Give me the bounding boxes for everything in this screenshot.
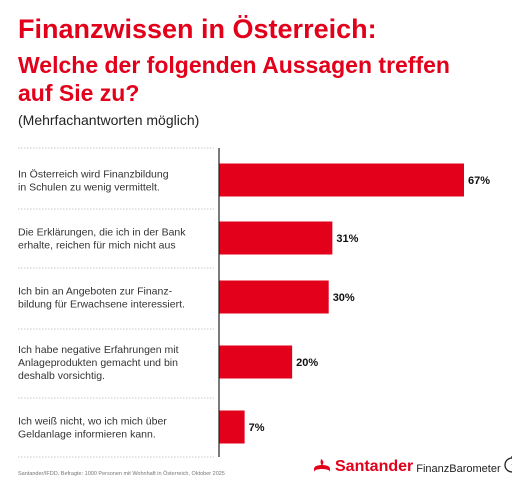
source-note: Santander/IFDD, Befragte: 1000 Personen … [18,471,225,477]
brand-name: Santander [335,458,414,475]
category-label-2-0: Ich bin an Angeboten zur Finanz- [18,286,173,298]
chart-subtitle: (Mehrfachantworten möglich) [18,112,200,128]
category-label-3-0: Ich habe negative Erfahrungen mit [18,344,179,356]
category-label-3-2: deshalb vorsichtig. [18,370,105,382]
category-label-4-0: Ich weiß nicht, wo ich mich über [18,416,167,428]
category-label-0-0: In Österreich wird Finanzbildung [18,169,169,181]
category-label-3-1: Anlageprodukten gemacht und bin [18,357,178,369]
value-label-3: 20% [296,357,318,369]
category-label-0-1: in Schulen zu wenig vermittelt. [18,182,160,194]
value-label-1: 31% [336,233,358,245]
chart-title-question-line1: Welche der folgenden Aussagen treffen [18,52,450,78]
bar-2 [219,280,329,314]
value-label-4: 7% [249,422,265,434]
santander-flame-icon [314,459,330,472]
category-label-4-1: Geldanlage informieren kann. [18,429,156,441]
category-label-1-1: erhalte, reichen für mich nicht aus [18,240,176,252]
brand-subtitle: FinanzBarometer [416,462,501,475]
brand-logo: Santander FinanzBarometer [312,456,512,476]
chart-title-question-line2: auf Sie zu? [18,80,140,106]
category-label-1-0: Die Erklärungen, die ich in der Bank [18,227,186,239]
chart-title: Finanzwissen in Österreich: [18,14,377,44]
category-label-2-1: bildung für Erwachsene interessiert. [18,299,185,311]
gauge-icon [503,456,512,473]
bar-0 [219,163,464,197]
value-label-2: 30% [333,292,355,304]
value-label-0: 67% [468,175,490,187]
bar-4 [219,410,245,444]
bar-3 [219,345,293,379]
bar-1 [219,221,333,255]
